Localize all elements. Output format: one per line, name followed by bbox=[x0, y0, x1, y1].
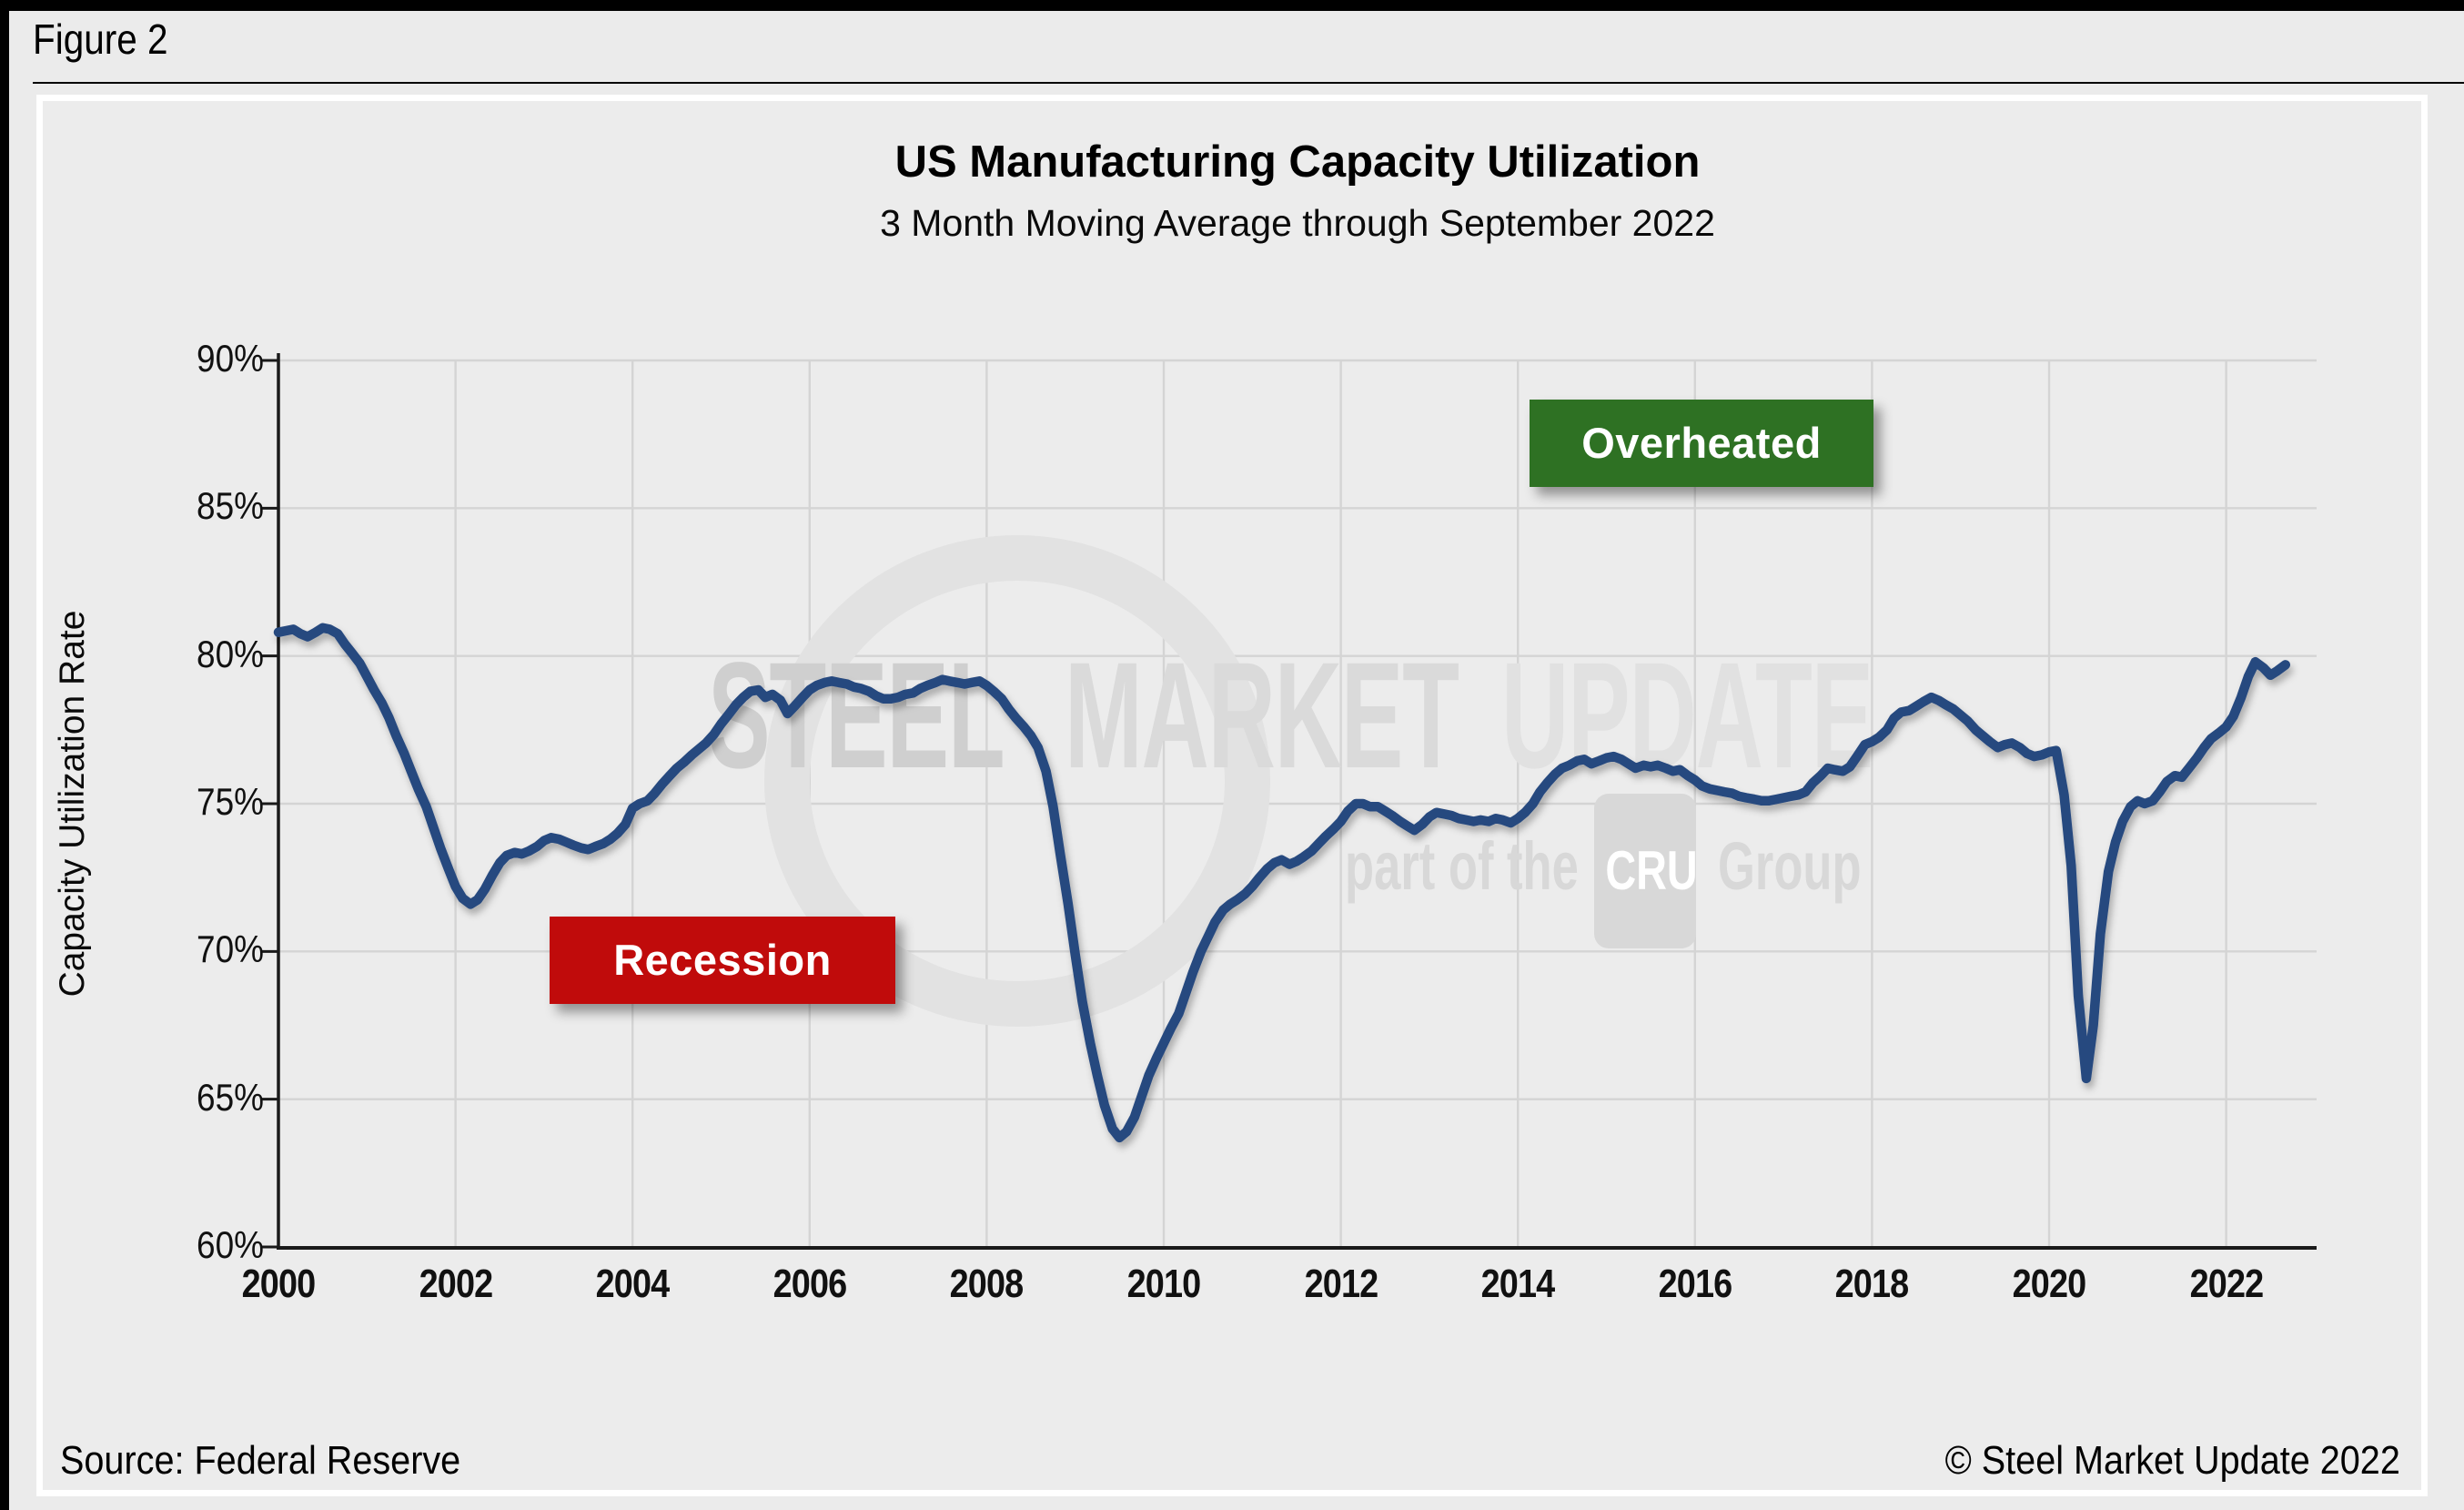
x-tick-2006: 2006 bbox=[773, 1262, 847, 1306]
y-tick-60: 60% bbox=[197, 1223, 264, 1266]
y-axis-title: Capacity Utilization Rate bbox=[53, 610, 92, 998]
window-left-border bbox=[0, 0, 9, 1510]
chart-subtitle: 3 Month Moving Average through September… bbox=[880, 202, 1715, 244]
source-note: Source: Federal Reserve bbox=[60, 1438, 461, 1483]
overheated-label: Overheated bbox=[1530, 400, 1873, 487]
copyright-note: © Steel Market Update 2022 bbox=[1944, 1438, 2400, 1483]
y-tick-70: 70% bbox=[197, 927, 264, 971]
x-tick-2002: 2002 bbox=[419, 1262, 493, 1306]
watermark-cru-text: CRU bbox=[1605, 840, 1698, 901]
y-tick-80: 80% bbox=[197, 632, 264, 675]
figure-label: Figure 2 bbox=[33, 15, 168, 63]
y-tick-65: 65% bbox=[197, 1075, 264, 1119]
x-tick-2010: 2010 bbox=[1126, 1262, 1202, 1306]
x-tick-2018: 2018 bbox=[1835, 1262, 1910, 1306]
x-tick-2008: 2008 bbox=[950, 1262, 1025, 1306]
x-tick-2012: 2012 bbox=[1304, 1262, 1378, 1306]
x-tick-2022: 2022 bbox=[2189, 1262, 2264, 1306]
x-tick-2016: 2016 bbox=[1658, 1262, 1732, 1306]
x-tick-2014: 2014 bbox=[1480, 1262, 1556, 1306]
header-rule bbox=[33, 82, 2464, 84]
x-tick-2004: 2004 bbox=[595, 1262, 671, 1306]
x-tick-2020: 2020 bbox=[2012, 1262, 2087, 1306]
watermark-part-of-the: part of the bbox=[1345, 828, 1579, 904]
watermark-group: Group bbox=[1718, 828, 1862, 904]
recession-label: Recession bbox=[550, 917, 895, 1004]
watermark-cru-badge: CRU bbox=[1594, 794, 1698, 948]
x-tick-2000: 2000 bbox=[241, 1262, 317, 1306]
watermark-market: MARKET bbox=[1065, 632, 1459, 800]
y-tick-85: 85% bbox=[197, 484, 264, 528]
window-top-border bbox=[0, 0, 2464, 11]
chart-title: US Manufacturing Capacity Utilization bbox=[894, 137, 1701, 187]
y-tick-75: 75% bbox=[197, 780, 264, 823]
y-tick-90: 90% bbox=[197, 337, 264, 380]
watermark-steel: STEEL bbox=[708, 632, 1005, 800]
